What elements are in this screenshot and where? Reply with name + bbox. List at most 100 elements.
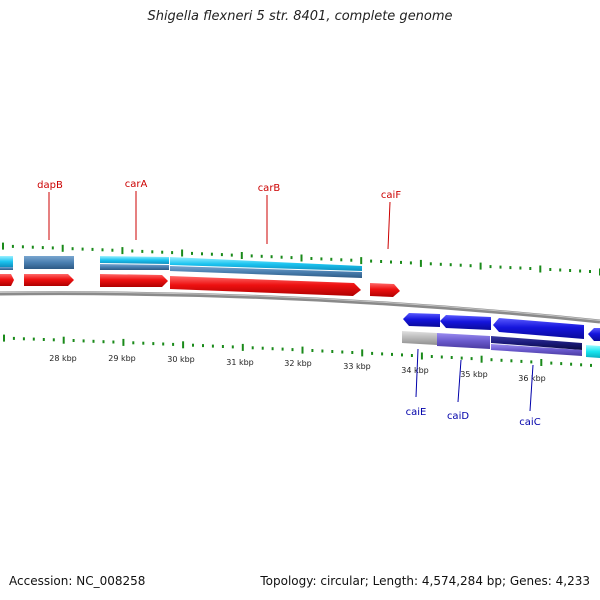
ruler-label-34kbp: 34 kbp (401, 366, 429, 375)
tick-mark (401, 353, 403, 357)
tick-mark (469, 264, 472, 268)
tick-mark (72, 339, 75, 342)
tick-mark (201, 252, 203, 256)
tick-mark (549, 268, 552, 271)
gene-arrow-unlabeled (0, 274, 14, 286)
tick-mark (250, 254, 253, 258)
tick-mark (341, 350, 344, 354)
tick-mark (141, 249, 144, 253)
genome-backbone-highlight (0, 291, 600, 321)
tick-mark (509, 266, 512, 270)
gene-arrow-carA (100, 274, 168, 287)
ruler-label-29kbp: 29 kbp (108, 354, 136, 363)
tick-mark (290, 256, 293, 260)
tick-mark (101, 248, 104, 252)
tick-mark (370, 259, 373, 263)
feature-bar (402, 331, 437, 345)
leader-caiC (529, 364, 534, 412)
tick-mark (92, 339, 95, 343)
tick-mark (539, 265, 542, 273)
leader-caiD (457, 359, 462, 403)
tick-mark (589, 270, 591, 273)
tick-mark (281, 347, 284, 351)
ruler-label-31kbp: 31 kbp (226, 358, 254, 367)
tick-mark (251, 346, 254, 350)
reverse-cds-track (403, 313, 600, 341)
feature-bar (0, 256, 13, 267)
tick-mark (449, 263, 452, 267)
ruler-label-28kbp: 28 kbp (49, 354, 77, 363)
tick-mark (480, 355, 483, 363)
tick-mark (429, 262, 432, 266)
gene-arrow-caiD (440, 315, 491, 330)
tick-mark (490, 358, 493, 362)
tick-mark (391, 352, 393, 356)
tick-mark (580, 363, 583, 367)
tick-mark (460, 356, 463, 360)
gene-arrow-unlabeled (588, 328, 600, 341)
tick-mark (171, 251, 174, 255)
tick-mark (371, 351, 374, 355)
tick-mark (22, 337, 25, 341)
tick-mark (211, 344, 214, 348)
tick-mark (331, 350, 334, 353)
tick-mark (420, 352, 423, 360)
feature-bar (24, 256, 74, 269)
tick-mark (510, 359, 513, 363)
tick-mark (32, 337, 35, 341)
leader-caiE (415, 348, 419, 398)
tick-mark (161, 250, 164, 254)
gene-label-carA: carA (125, 179, 148, 190)
tick-mark (12, 336, 15, 340)
gene-arrow-caiF (370, 283, 400, 297)
tick-mark (91, 247, 94, 251)
tick-mark (300, 254, 303, 262)
tick-mark (570, 362, 573, 366)
tick-mark (559, 268, 562, 272)
tick-mark (21, 245, 24, 249)
gene-label-caiE: caiE (406, 407, 427, 418)
tick-mark (220, 253, 223, 257)
tick-mark (590, 363, 592, 367)
tick-mark (311, 349, 314, 352)
tick-mark (390, 260, 392, 264)
tick-mark (529, 267, 532, 270)
tick-mark (61, 244, 64, 252)
tick-mark (550, 361, 553, 365)
tick-mark (340, 258, 343, 262)
tick-mark (51, 246, 54, 250)
tick-mark (192, 343, 194, 347)
feature-bar (0, 267, 13, 270)
feature-bar (100, 264, 169, 270)
tick-mark (142, 341, 145, 345)
ruler-label-33kbp: 33 kbp (343, 362, 371, 371)
tick-mark (381, 352, 384, 356)
tick-mark (191, 251, 193, 255)
feature-bar (491, 336, 582, 350)
tick-mark (350, 258, 353, 262)
tick-mark (210, 252, 213, 256)
reverse-feature-track (402, 331, 600, 358)
tick-mark (182, 341, 185, 349)
tick-mark (162, 342, 165, 346)
tick-mark (440, 355, 443, 359)
tick-mark (351, 351, 354, 354)
gene-label-caiF: caiF (381, 190, 401, 201)
tick-mark (42, 338, 45, 341)
tick-mark (519, 266, 522, 270)
tick-mark (121, 247, 124, 255)
ruler-label-35kbp: 35 kbp (460, 370, 488, 379)
tick-mark (202, 344, 204, 348)
tick-mark (230, 253, 233, 257)
tick-mark (122, 338, 125, 346)
tick-mark (11, 244, 14, 248)
tick-mark (3, 334, 5, 342)
tick-mark (301, 346, 304, 354)
tick-mark (380, 260, 383, 263)
tick-mark (409, 261, 412, 265)
tick-mark (579, 269, 582, 273)
forward-feature-track (0, 256, 362, 278)
tick-mark (310, 257, 313, 260)
tick-mark (430, 355, 433, 358)
